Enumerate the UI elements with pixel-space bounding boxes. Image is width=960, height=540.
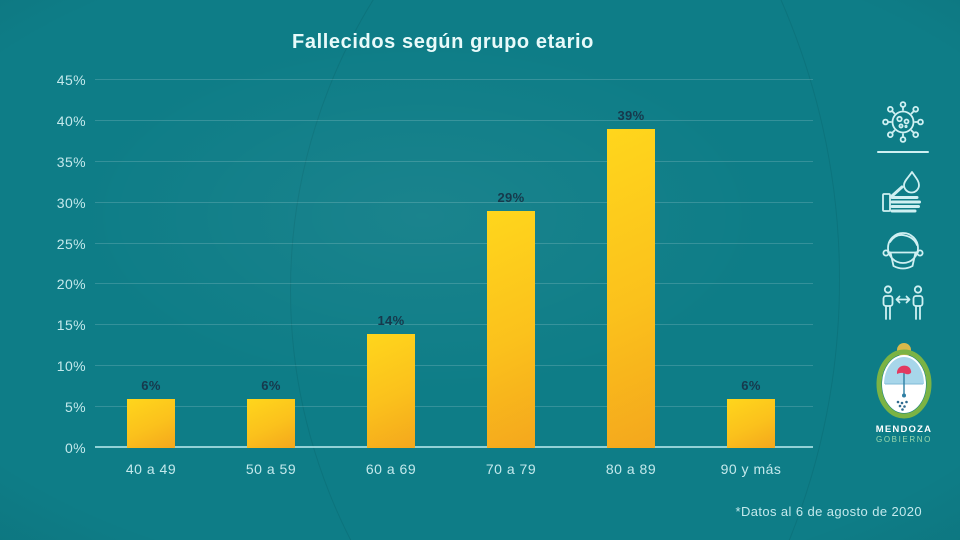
y-tick-label: 35%	[56, 153, 86, 170]
bar-value-label: 14%	[377, 312, 405, 328]
y-tick-label: 10%	[56, 358, 86, 375]
social-distance-icon	[879, 285, 927, 323]
gridline	[95, 283, 813, 285]
gridline	[95, 365, 813, 367]
hand-washing-icon	[881, 170, 925, 216]
y-tick-label: 0%	[64, 440, 86, 456]
mendoza-gobierno-logo: MENDOZA GOBIERNO	[852, 340, 956, 444]
bar-value-label: 6%	[141, 377, 161, 393]
face-mask-icon	[881, 226, 925, 274]
y-tick-label: 45%	[56, 72, 86, 88]
x-tick-label: 50 a 59	[245, 461, 297, 477]
virus-icon	[877, 96, 929, 148]
y-tick-label: 15%	[56, 317, 86, 334]
y-tick-label: 20%	[56, 276, 86, 293]
bar-value-label: 29%	[497, 189, 525, 205]
mendoza-crest	[876, 343, 932, 419]
x-tick-label: 40 a 49	[125, 461, 177, 477]
logo-text-line1: MENDOZA	[875, 424, 933, 435]
x-tick-label: 80 a 89	[605, 461, 657, 477]
bar-80-a-89	[607, 129, 655, 448]
gridline	[95, 324, 813, 326]
plot-area: 6% 6% 14% 29% 39% 6%	[95, 79, 813, 448]
bar-60-a-69	[367, 333, 415, 448]
footnote: *Datos al 6 de agosto de 2020	[735, 504, 922, 519]
bar-40-a-49	[127, 398, 175, 448]
y-tick-label: 5%	[64, 399, 86, 416]
x-tick-label: 60 a 69	[365, 461, 417, 477]
x-axis: 40 a 49 50 a 59 60 a 69 70 a 79 80 a 89 90 y …	[95, 461, 813, 481]
chart-title: Fallecidos según grupo etario	[292, 31, 594, 53]
gridline	[95, 201, 813, 203]
x-tick-label: 90 y más	[720, 461, 782, 477]
y-tick-label: 25%	[56, 235, 86, 252]
bar-50-a-59	[247, 398, 295, 448]
gridline	[95, 406, 813, 408]
y-tick-label: 30%	[56, 194, 86, 211]
x-tick-label: 70 a 79	[485, 461, 537, 477]
y-tick-label: 40%	[56, 112, 86, 129]
x-axis-line	[95, 446, 813, 448]
bar-70-a-79	[487, 210, 535, 448]
gridline	[95, 242, 813, 244]
logo-text-line2: GOBIERNO	[876, 435, 932, 444]
gridline	[95, 119, 813, 121]
bar-value-label: 6%	[741, 377, 761, 393]
gridline	[95, 160, 813, 162]
gridline	[95, 79, 813, 80]
bar-value-label: 6%	[261, 377, 281, 393]
bar-90-y-más	[727, 398, 775, 448]
y-axis: 0% 5% 10% 15% 20% 25% 30% 35% 40% 45%	[0, 72, 86, 456]
bar-value-label: 39%	[617, 108, 645, 124]
sidebar: MENDOZA GOBIERNO	[852, 90, 956, 510]
sidebar-divider	[877, 151, 929, 153]
